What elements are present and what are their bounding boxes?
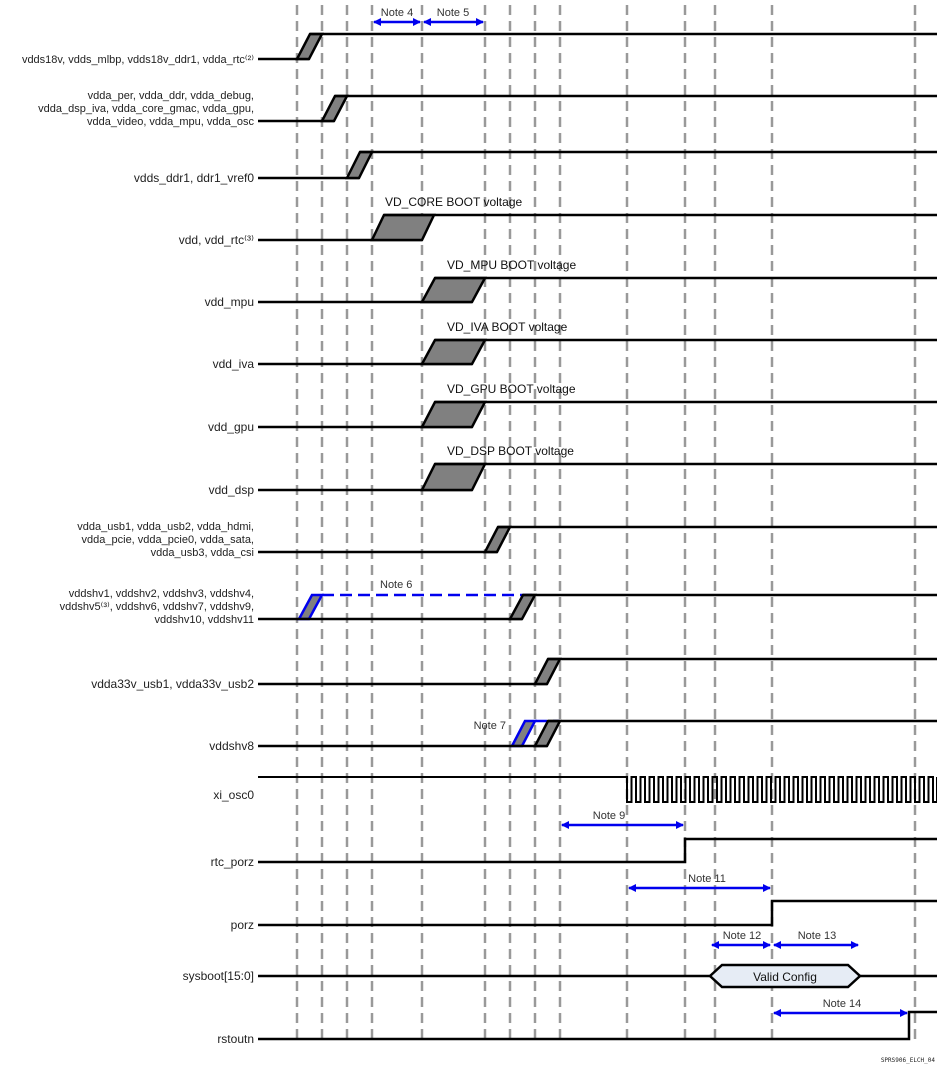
signal-label: rstoutn bbox=[217, 1032, 254, 1046]
signal-vdds-ddr1-group: vdds_ddr1, ddr1_vref0 bbox=[134, 150, 937, 185]
note-label: Note 9 bbox=[593, 810, 625, 822]
signal-vdds18v-group: vdds18v, vdds_mlbp, vdds18v_ddr1, vdda_r… bbox=[22, 32, 937, 66]
note-arrows: Note 4 Note 5 Note 9 Note 11 Note 12 Note 13 N… bbox=[373, 7, 908, 1017]
signal-label: vddshv10, vddshv11 bbox=[155, 614, 254, 626]
note-label: Note 13 bbox=[798, 930, 837, 942]
signal-label: vdda_usb1, vdda_usb2, vdda_hdmi, bbox=[77, 521, 254, 533]
signal-vdd-group: vdd, vdd_rtc⁽³⁾ VD_CORE BOOT voltage bbox=[179, 195, 937, 247]
signal-label: vdd, vdd_rtc⁽³⁾ bbox=[179, 233, 254, 247]
signal-vddshv-group: vddshv1, vddshv2, vddshv3, vddshv4,vddsh… bbox=[60, 579, 937, 626]
voltage-ramp bbox=[419, 276, 488, 304]
voltage-ramp bbox=[419, 400, 488, 429]
boot-voltage-label: VD_GPU BOOT voltage bbox=[447, 382, 576, 396]
signal-label: vdd_mpu bbox=[205, 295, 254, 309]
voltage-ramp bbox=[507, 593, 538, 621]
signal-vdda-usb-group: vdda_usb1, vdda_usb2, vdda_hdmi,vdda_pci… bbox=[77, 521, 937, 559]
signal-label: vdd_gpu bbox=[208, 420, 254, 434]
valid-config-region bbox=[708, 963, 862, 989]
figure-id-label: SPRS906_ELCH_04 bbox=[881, 1057, 936, 1064]
voltage-ramp bbox=[319, 94, 350, 123]
note-note-9: Note 9 bbox=[561, 810, 684, 829]
signal-rtc-porz: rtc_porz bbox=[211, 837, 937, 869]
signal-sysboot: sysboot[15:0] Valid Config bbox=[183, 963, 937, 989]
note-note-4: Note 4 bbox=[373, 7, 421, 26]
signal-label: vdda_per, vdda_ddr, vdda_debug, bbox=[88, 90, 254, 102]
note-note-11: Note 11 bbox=[628, 873, 771, 892]
signal-vddshv8: vddshv8 Note 7 bbox=[209, 719, 937, 753]
note-label: Note 4 bbox=[381, 7, 413, 19]
voltage-ramp bbox=[370, 213, 436, 242]
boot-voltage-label: VD_CORE BOOT voltage bbox=[385, 195, 522, 209]
signal-label: vddshv1, vddshv2, vddshv3, vddshv4, bbox=[69, 588, 254, 600]
note-note-5: Note 5 bbox=[423, 7, 484, 26]
signal-label: vdda_dsp_iva, vdda_core_gmac, vdda_gpu, bbox=[38, 103, 254, 115]
signal-label: vddshv5⁽³⁾, vddshv6, vddshv7, vddshv9, bbox=[60, 601, 254, 613]
signal-label: xi_osc0 bbox=[213, 788, 254, 802]
signal-label: vdda_video, vdda_mpu, vdda_osc bbox=[87, 116, 254, 128]
signal-label: vddshv8 bbox=[209, 739, 254, 753]
voltage-ramp bbox=[419, 462, 488, 492]
signal-vdd-dsp: vdd_dsp VD_DSP BOOT voltage bbox=[209, 444, 937, 497]
signal-vdd-mpu: vdd_mpu VD_MPU BOOT voltage bbox=[205, 258, 937, 309]
signal-xi-osc0: xi_osc0 bbox=[213, 776, 937, 803]
note-label: Note 7 bbox=[474, 720, 506, 732]
note-label: Note 5 bbox=[437, 7, 469, 19]
note-label: Note 14 bbox=[823, 998, 862, 1010]
voltage-ramp bbox=[294, 32, 325, 61]
boot-voltage-label: VD_IVA BOOT voltage bbox=[447, 320, 568, 334]
valid-config-label: Valid Config bbox=[753, 970, 817, 984]
signal-vdda-per-group: vdda_per, vdda_ddr, vdda_debug,vdda_dsp_… bbox=[38, 90, 937, 128]
signal-porz: porz bbox=[231, 899, 937, 932]
signal-label: vdda_pcie, vdda_pcie0, vdda_sata, bbox=[82, 534, 254, 546]
signal-label: rtc_porz bbox=[211, 855, 254, 869]
signal-label: sysboot[15:0] bbox=[183, 969, 254, 983]
signal-label: porz bbox=[231, 918, 254, 932]
note-label: Note 6 bbox=[380, 579, 412, 591]
signal-label: vdd_iva bbox=[213, 357, 255, 371]
signal-label: vdd_dsp bbox=[209, 483, 255, 497]
note-note-13: Note 13 bbox=[773, 930, 859, 949]
voltage-ramp bbox=[419, 338, 488, 366]
voltage-ramp bbox=[532, 657, 563, 686]
signal-label: vdda33v_usb1, vdda33v_usb2 bbox=[91, 677, 254, 691]
signal-vdd-gpu: vdd_gpu VD_GPU BOOT voltage bbox=[208, 382, 937, 434]
note-label: Note 12 bbox=[723, 930, 762, 942]
note-label: Note 11 bbox=[688, 873, 726, 885]
voltage-ramp bbox=[532, 719, 563, 748]
signal-label: vdds_ddr1, ddr1_vref0 bbox=[134, 171, 254, 185]
signal-vdda33v-usb-group: vdda33v_usb1, vdda33v_usb2 bbox=[91, 657, 937, 691]
voltage-ramp bbox=[344, 150, 375, 180]
timing-guide-lines bbox=[295, 5, 917, 1045]
voltage-ramp bbox=[482, 525, 513, 554]
signal-waveforms: vdds18v, vdds_mlbp, vdds18v_ddr1, vdda_r… bbox=[22, 32, 937, 1046]
signal-rstoutn: rstoutn bbox=[217, 1010, 937, 1046]
note-note-12: Note 12 bbox=[711, 930, 771, 949]
note-note-14: Note 14 bbox=[773, 998, 908, 1017]
signal-vdd-iva: vdd_iva VD_IVA BOOT voltage bbox=[213, 320, 937, 371]
signal-label: vdds18v, vdds_mlbp, vdds18v_ddr1, vdda_r… bbox=[22, 54, 254, 66]
signal-label: vdda_usb3, vdda_csi bbox=[151, 547, 254, 559]
boot-voltage-label: VD_DSP BOOT voltage bbox=[447, 444, 574, 458]
boot-voltage-label: VD_MPU BOOT voltage bbox=[447, 258, 576, 272]
